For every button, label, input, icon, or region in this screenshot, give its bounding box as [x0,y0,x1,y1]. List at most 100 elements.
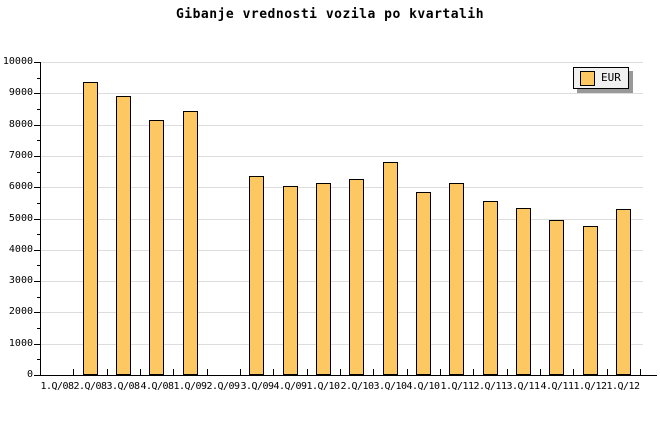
bar-2.Q/08 [83,82,98,375]
bar-4.Q/11 [549,220,564,375]
bar-4.Q/08 [149,120,164,375]
y-axis-tick-label: 6000 [8,181,33,192]
bar-1.Q/12 [616,209,631,375]
chart-title: Gibanje vrednosti vozila po kvartalih [175,7,485,22]
bar-3.Q/11 [516,208,531,375]
y-minor-tick [37,109,40,110]
x-tick [573,369,574,375]
legend-label: EUR [601,71,621,84]
bar-1.Q/11 [449,183,464,375]
gridline [41,187,643,188]
x-axis [40,375,657,376]
x-axis-tick-label: 4.Q/09 [273,381,307,392]
gridline [41,344,643,345]
x-axis-tick-label: 1.Q/08 [40,381,74,392]
legend: EUR [573,67,629,89]
bar-2.Q/11 [483,201,498,375]
y-minor-tick [37,297,40,298]
y-minor-tick [37,172,40,173]
x-axis-tick-label: 2.Q/09 [206,381,240,392]
x-tick [540,369,541,375]
y-major-tick [34,375,40,376]
x-tick [207,369,208,375]
y-axis-tick-label: 10000 [2,56,33,67]
gridline [41,156,643,157]
bar-2.Q/10 [349,179,364,375]
y-axis-tick-label: 0 [26,369,33,380]
bar-4.Q/10 [416,192,431,375]
y-minor-tick [37,328,40,329]
x-axis-tick-label: 3.Q/08 [106,381,140,392]
x-axis-tick-label: 3.Q/10 [373,381,407,392]
bar-1.Q/10 [316,183,331,375]
gridline [41,281,643,282]
x-axis-tick-label: 2.Q/08 [73,381,107,392]
x-tick [340,369,341,375]
x-axis-tick-label: 1.Q/10 [306,381,340,392]
x-tick [373,369,374,375]
x-tick [473,369,474,375]
gridline [41,125,643,126]
y-minor-tick [37,203,40,204]
bar-3.Q/10 [383,162,398,375]
x-axis-tick-label: 4.Q/10 [406,381,440,392]
y-major-tick [34,187,40,188]
x-tick [173,369,174,375]
x-tick [307,369,308,375]
x-tick [40,369,41,375]
gridline [41,250,643,251]
x-axis-tick-label: 3.Q/11 [506,381,540,392]
bar-1.Q/12 [583,226,598,375]
y-minor-tick [37,140,40,141]
legend-color-swatch [580,71,595,86]
bar-1.Q/09 [183,111,198,375]
x-axis-tick-label: 2.Q/11 [473,381,507,392]
y-axis-tick-label: 4000 [8,244,33,255]
x-axis-tick-label: 4.Q/08 [140,381,174,392]
gridline [41,312,643,313]
x-axis-tick-label: 1.Q/11 [440,381,474,392]
x-axis-tick-label: 4.Q/11 [540,381,574,392]
x-axis-tick-label: 1.Q/09 [173,381,207,392]
bar-3.Q/08 [116,96,131,375]
x-tick [240,369,241,375]
y-minor-tick [37,265,40,266]
x-tick [640,369,641,375]
y-major-tick [34,344,40,345]
x-axis-tick-label: 1.Q/12 [573,381,607,392]
x-axis-tick-label: 2.Q/10 [340,381,374,392]
x-tick [607,369,608,375]
bar-3.Q/09 [249,176,264,375]
y-major-tick [34,156,40,157]
y-major-tick [34,125,40,126]
gridline [41,93,643,94]
y-axis-tick-label: 3000 [8,275,33,286]
x-tick [440,369,441,375]
gridline [41,219,643,220]
y-major-tick [34,93,40,94]
x-tick [73,369,74,375]
x-tick [273,369,274,375]
x-tick [507,369,508,375]
gridline [41,62,643,63]
y-axis-tick-label: 8000 [8,119,33,130]
y-major-tick [34,62,40,63]
y-axis [40,62,41,376]
x-tick [407,369,408,375]
y-axis-tick-label: 7000 [8,150,33,161]
y-minor-tick [37,78,40,79]
y-minor-tick [37,234,40,235]
y-major-tick [34,281,40,282]
y-axis-tick-label: 9000 [8,87,33,98]
y-major-tick [34,250,40,251]
y-major-tick [34,219,40,220]
y-axis-tick-label: 1000 [8,338,33,349]
y-axis-tick-label: 5000 [8,213,33,224]
y-axis-tick-label: 2000 [8,306,33,317]
x-axis-tick-label: 3.Q/09 [240,381,274,392]
y-major-tick [34,312,40,313]
x-axis-tick-label: 1.Q/12 [606,381,640,392]
y-minor-tick [37,359,40,360]
